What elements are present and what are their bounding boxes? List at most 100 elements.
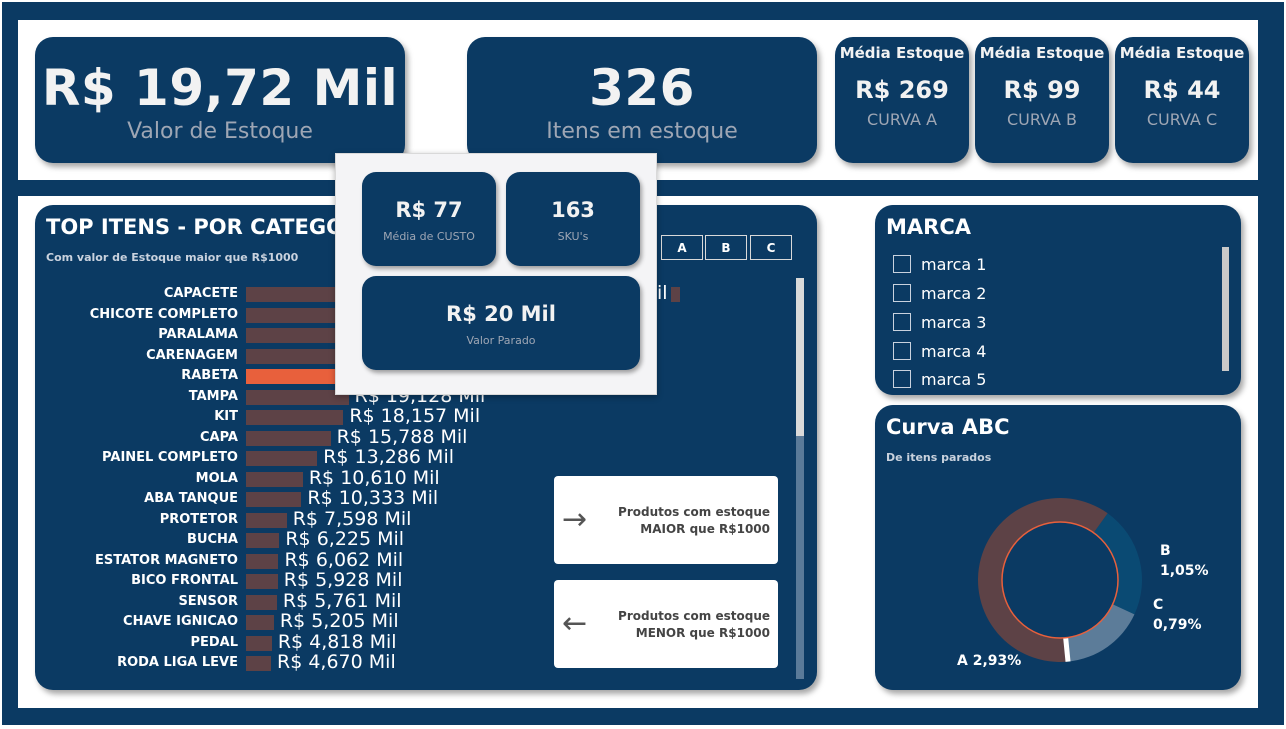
bar-value-label: R$ 18,157 Mil	[349, 405, 481, 427]
marca-item[interactable]: marca 5	[893, 367, 986, 391]
bar[interactable]	[246, 430, 331, 446]
checkbox[interactable]	[893, 255, 911, 273]
bar-value-label: R$ 10,610 Mil	[308, 466, 440, 489]
marca-item-label: marca 5	[921, 369, 987, 389]
kpi-title: Média Estoque	[1119, 44, 1245, 62]
donut-slice-a[interactable]	[978, 498, 1108, 662]
bar[interactable]	[246, 594, 277, 610]
kpi-label: CURVA C	[1146, 110, 1218, 129]
donut-separator	[1063, 637, 1071, 662]
bar-value-label-partial: il	[657, 282, 668, 304]
kpi-value: 326	[589, 59, 695, 117]
bar-category-label: MOLA	[195, 470, 238, 486]
tooltip-label: SKU's	[557, 230, 589, 243]
bar-category-label: PROTETOR	[159, 511, 238, 527]
donut-inner-ring	[1001, 521, 1119, 639]
bar-category-label: CHAVE IGNICAO	[123, 614, 238, 629]
tooltip-value: 163	[551, 198, 595, 222]
bar-chart-scrollbar[interactable]	[796, 278, 804, 679]
tooltip-label: Valor Parado	[466, 334, 536, 347]
bar[interactable]	[246, 574, 278, 589]
bar-value-label: R$ 4,818 Mil	[277, 630, 397, 653]
donut-label-a: A 2,93%	[957, 653, 1022, 669]
kpi-value: R$ 269	[855, 76, 949, 104]
bar[interactable]	[246, 615, 274, 630]
donut-slice-b[interactable]	[1093, 513, 1142, 615]
bar-category-label: BICO FRONTAL	[131, 573, 238, 588]
produtos-maior-button[interactable]: → Produtos com estoque MAIOR que R$1000	[554, 476, 778, 564]
marca-item[interactable]: marca 2	[893, 281, 986, 305]
bar[interactable]	[246, 533, 280, 548]
marca-item[interactable]: marca 1	[893, 252, 986, 276]
marca-title: MARCA	[886, 215, 971, 239]
bar[interactable]	[246, 656, 272, 671]
tooltip-valor-parado: R$ 20 Mil Valor Parado	[362, 276, 640, 370]
bar-value-label: R$ 4,670 Mil	[277, 651, 396, 673]
checkbox[interactable]	[893, 284, 911, 302]
checkbox[interactable]	[893, 313, 911, 331]
nav-line-1: Produtos com estoque	[618, 505, 770, 519]
scrollbar-thumb[interactable]	[796, 278, 804, 436]
bar-category-label: BUCHA	[187, 532, 238, 547]
bar-value-label: R$ 5,761 Mil	[282, 589, 402, 612]
produtos-menor-label: Produtos com estoque MENOR que R$1000	[618, 608, 770, 642]
tab-curva-b[interactable]: B	[705, 235, 747, 260]
bar-category-label: CARENAGEM	[146, 347, 238, 363]
bar-category-label: ESTATOR MAGNETO	[95, 552, 238, 568]
tooltip-overlay: R$ 77 Média de CUSTO 163 SKU's R$ 20 Mil…	[335, 153, 657, 395]
tooltip-value: R$ 20 Mil	[446, 302, 556, 326]
tooltip-skus: 163 SKU's	[506, 172, 640, 266]
bar-category-label: TAMPA	[188, 388, 238, 404]
bar-category-label: RODA LIGA LEVE	[117, 655, 238, 670]
donut-slice-c[interactable]	[1065, 604, 1135, 662]
bar[interactable]	[246, 451, 318, 466]
bar[interactable]	[246, 389, 349, 405]
kpi-label: Valor de Estoque	[127, 119, 313, 144]
bar-category-label: PAINEL COMPLETO	[102, 450, 238, 465]
bar-value-label: R$ 6,225 Mil	[285, 528, 405, 550]
marca-item[interactable]: marca 4	[893, 339, 986, 363]
tooltip-label: Média de CUSTO	[383, 230, 475, 243]
kpi-value: R$ 19,72 Mil	[41, 59, 399, 117]
bar-value-label: R$ 5,928 Mil	[283, 569, 403, 591]
bar[interactable]	[246, 492, 302, 507]
bar[interactable]	[246, 635, 272, 651]
checkbox[interactable]	[893, 342, 911, 360]
bar-category-label: RABETA	[181, 368, 238, 383]
produtos-maior-label: Produtos com estoque MAIOR que R$1000	[618, 504, 770, 538]
bar[interactable]	[246, 410, 344, 425]
marca-item[interactable]: marca 3	[893, 310, 986, 334]
tooltip-media-custo: R$ 77 Média de CUSTO	[362, 172, 496, 266]
marca-item-label: marca 1	[921, 254, 987, 274]
curva-abc-subtitle: De itens parados	[886, 451, 992, 464]
kpi-itens-estoque: 326 Itens em estoque	[467, 37, 817, 163]
donut-label-b: B 1,05%	[1160, 541, 1209, 581]
bar-category-label: PARALAMA	[158, 327, 238, 342]
produtos-menor-button[interactable]: ← Produtos com estoque MENOR que R$1000	[554, 580, 778, 668]
bar-category-label: CAPA	[200, 429, 238, 445]
marca-item-label: marca 2	[921, 283, 987, 303]
donut-label-c-name: C	[1153, 597, 1164, 613]
top-itens-title: TOP ITENS - POR CATEGO	[46, 215, 344, 239]
arrow-right-icon: →	[562, 502, 588, 537]
kpi-title: Média Estoque	[839, 44, 965, 62]
bar[interactable]	[246, 553, 279, 569]
marca-scrollbar[interactable]	[1222, 247, 1229, 371]
tab-curva-c[interactable]: C	[750, 235, 792, 260]
nav-line-2: MENOR que R$1000	[635, 626, 770, 640]
bar-category-label: SENSOR	[178, 593, 238, 609]
bar-category-label: ABA TANQUE	[144, 491, 238, 506]
curva-abc-title: Curva ABC	[886, 415, 1010, 439]
tooltip-value: R$ 77	[395, 198, 463, 222]
bar[interactable]	[246, 512, 287, 528]
tab-curva-a[interactable]: A	[661, 235, 703, 260]
bar[interactable]	[246, 471, 303, 487]
bar-value-label: R$ 10,333 Mil	[307, 487, 439, 509]
arrow-left-icon: ←	[562, 606, 588, 641]
bar-category-label: CAPACETE	[163, 286, 238, 301]
donut-label-b-value: 1,05%	[1160, 563, 1209, 579]
bar-value-label: R$ 13,286 Mil	[323, 446, 455, 468]
checkbox[interactable]	[893, 370, 911, 388]
bar-category-label: CHICOTE COMPLETO	[89, 306, 238, 322]
kpi-label: CURVA A	[866, 110, 938, 129]
